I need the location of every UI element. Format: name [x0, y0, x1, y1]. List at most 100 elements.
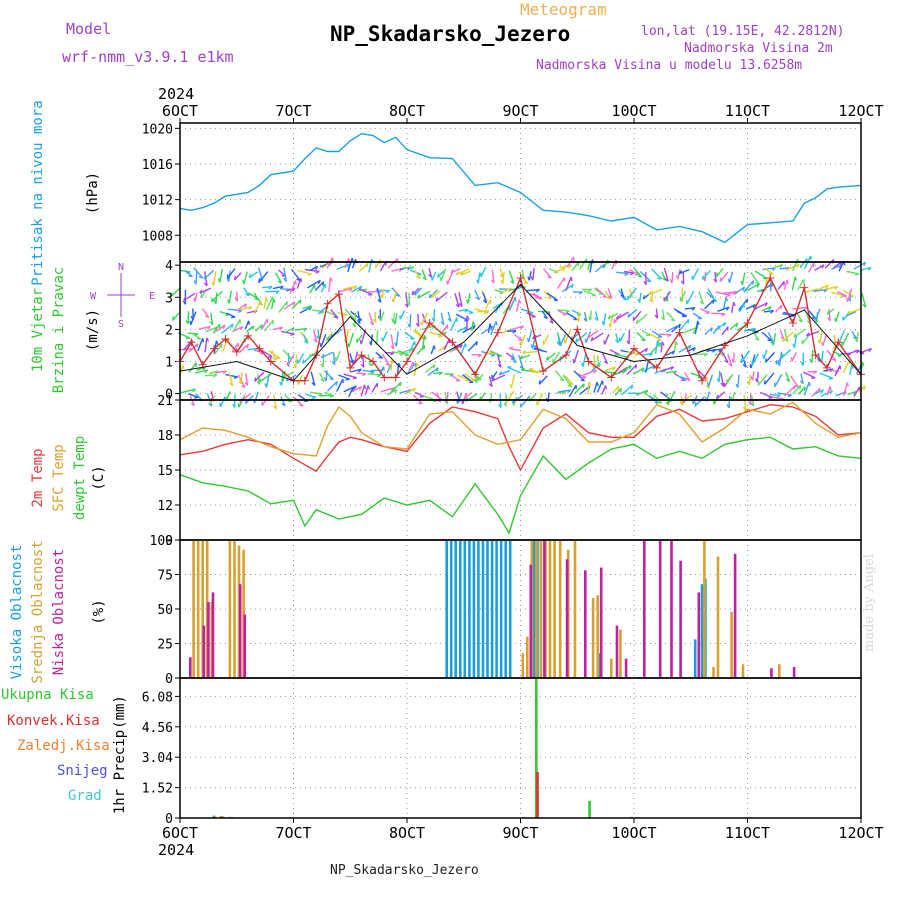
wind-barb-head: [273, 298, 276, 303]
wind-barb: [195, 271, 198, 285]
wind-barb-head: [531, 316, 536, 318]
wind-barb: [847, 390, 857, 396]
wind-barb-head: [215, 340, 219, 345]
wind-barb: [348, 332, 354, 348]
wind-barb-head: [742, 363, 747, 368]
wind-barb-head: [485, 310, 490, 314]
wind-barb-head: [538, 380, 541, 385]
wind-barb: [270, 298, 275, 310]
wind-barb-head: [716, 378, 720, 383]
wind-barb: [421, 335, 426, 350]
wind-barb-head: [799, 380, 804, 385]
clouds-bar: [624, 658, 628, 678]
wind-axis-unit: (m/s): [85, 309, 101, 351]
wind-barb-head: [182, 300, 186, 305]
clouds-bar: [529, 564, 533, 678]
temperature-series-line: [179, 401, 862, 457]
wind-barb-head: [520, 325, 525, 330]
wind-barb: [801, 334, 810, 345]
wind-barb-head: [678, 323, 681, 329]
wind-barb: [693, 353, 708, 356]
compass-south: S: [118, 319, 124, 330]
wind-barb: [258, 373, 272, 383]
wind-barb-head: [394, 389, 398, 394]
wind-gust-marker: [391, 373, 400, 382]
wind-barb-head: [629, 272, 635, 276]
wind-barb-head: [591, 294, 596, 297]
wind-barb: [792, 384, 802, 395]
wind-barb: [348, 387, 354, 398]
wind-barb: [823, 368, 833, 372]
wind-barb: [604, 290, 611, 300]
wind-barb: [512, 394, 523, 404]
wind-barb-head: [233, 275, 237, 281]
wind-barb: [243, 287, 250, 297]
wind-barb: [582, 353, 587, 367]
wind-barb-head: [414, 362, 417, 368]
wind-barb: [663, 290, 671, 302]
wind-barb-head: [628, 365, 632, 370]
wind-barb-head: [476, 279, 479, 284]
wind-barb-head: [831, 358, 837, 362]
wind-barb-head: [447, 318, 452, 322]
wind-barb-head: [678, 270, 683, 275]
wind-barb: [437, 270, 445, 278]
wind-barb: [357, 311, 361, 324]
wind-barb: [456, 326, 467, 333]
wind-barb: [527, 330, 533, 343]
wind-barb: [322, 355, 325, 368]
wind-barb: [538, 310, 551, 313]
wind-barb: [754, 302, 768, 310]
wind-barb-head: [712, 400, 715, 405]
wind-barb-head: [846, 297, 849, 302]
wind-barb-head: [210, 297, 214, 302]
wind-barb-head: [657, 277, 662, 280]
wind-barb-head: [244, 303, 248, 308]
wind-barb-head: [318, 393, 323, 397]
wind-barb-head: [352, 377, 357, 380]
wind-barb: [728, 395, 731, 408]
wind-barb-head: [624, 273, 629, 276]
wind-barb: [343, 385, 357, 393]
pressure-axis-title: Pritisak na nivou mora: [30, 100, 46, 285]
wind-barb-head: [699, 301, 704, 305]
wind-barb: [260, 349, 273, 358]
wind-barb: [350, 368, 362, 373]
wind-barb: [433, 371, 443, 375]
wind-barb: [458, 292, 463, 307]
wind-barb-head: [863, 385, 866, 391]
wind-barb: [239, 393, 251, 403]
wind-barb-head: [692, 347, 696, 352]
wind-barb-head: [705, 384, 710, 389]
y-tick-label: 4: [165, 259, 173, 274]
wind-barb-head: [411, 347, 415, 352]
wind-barb: [484, 299, 492, 310]
wind-barb-head: [649, 298, 653, 303]
wind-barb: [774, 374, 783, 388]
wind-barb: [846, 310, 857, 317]
wind-barb-head: [583, 317, 588, 322]
wind-barb: [835, 311, 840, 323]
wind-barb-head: [842, 295, 847, 298]
wind-barb-head: [806, 332, 810, 337]
wind-barb-head: [472, 321, 476, 326]
wind-barb: [381, 331, 388, 342]
wind-barb: [761, 306, 772, 312]
wind-barb: [587, 381, 590, 395]
wind-barb-head: [286, 301, 288, 306]
bottom-x-tick-label: 9OCT: [502, 824, 538, 842]
wind-barb-head: [329, 395, 335, 398]
wind-barb-head: [498, 403, 502, 409]
wind-barb: [777, 392, 792, 396]
wind-barb: [248, 271, 259, 279]
wind-barb: [791, 276, 796, 291]
wind-barb: [184, 269, 193, 277]
bottom-x-tick-label: 8OCT: [389, 824, 425, 842]
wind-barb: [764, 267, 774, 275]
wind-barb: [454, 293, 460, 308]
wind-barb-head: [320, 378, 325, 382]
top-x-tick-label: 8OCT: [389, 102, 425, 120]
wind-barb-head: [331, 360, 336, 366]
wind-barb-head: [299, 404, 304, 407]
wind-axis-title: 10m Vjetar: [30, 288, 46, 372]
